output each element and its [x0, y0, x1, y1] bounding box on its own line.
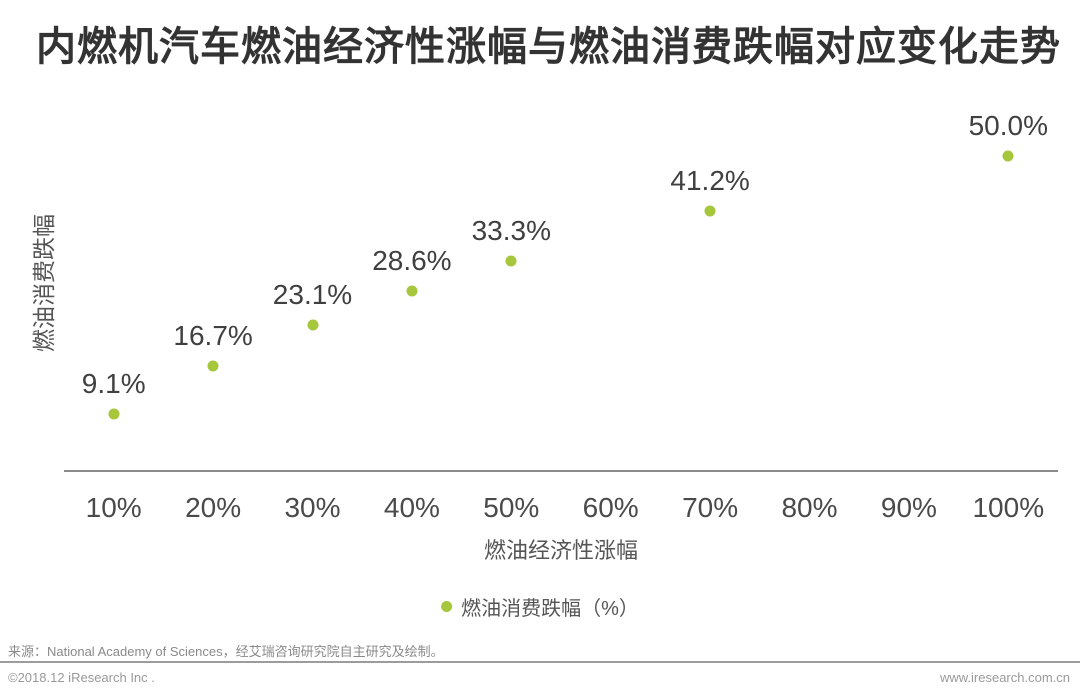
footer-website-link[interactable]: www.iresearch.com.cn	[939, 670, 1070, 685]
x-tick-label: 40%	[383, 492, 440, 523]
data-point-label: 9.1%	[81, 367, 146, 399]
data-point-dot	[207, 360, 219, 372]
data-point-dot	[505, 255, 517, 267]
data-point-dot	[1002, 150, 1014, 162]
data-point-label: 33.3%	[471, 215, 551, 247]
data-point-label: 41.2%	[670, 165, 750, 197]
x-tick-label: 80%	[781, 492, 838, 523]
chart-legend: 燃油消费跌幅（%）	[441, 592, 639, 621]
data-point-dot	[307, 319, 318, 331]
source-note: 来源：National Academy of Sciences，经艾瑞咨询研究院…	[8, 644, 444, 659]
data-point-label: 23.1%	[272, 279, 353, 311]
data-point-dot	[108, 408, 120, 420]
footer-copyright: ©2018.12 iResearch Inc .	[8, 670, 155, 685]
data-point-dot	[704, 205, 716, 217]
x-tick-label: 100%	[972, 492, 1045, 523]
x-tick-label: 60%	[582, 492, 639, 523]
data-point-label: 16.7%	[173, 319, 253, 351]
x-axis-title: 燃油经济性涨幅	[483, 538, 638, 563]
footer-divider	[0, 661, 1080, 663]
x-tick-label: 70%	[682, 492, 739, 523]
x-tick-label: 10%	[85, 492, 142, 523]
page-title: 内燃机汽车燃油经济性涨幅与燃油消费跌幅对应变化走势	[36, 25, 1061, 69]
x-tick-label: 20%	[185, 492, 242, 523]
x-axis-line	[64, 470, 1058, 472]
x-tick-label: 50%	[483, 492, 540, 523]
legend-label: 燃油消费跌幅（%）	[461, 598, 639, 620]
data-point-dot	[406, 285, 418, 297]
x-tick-label: 30%	[284, 492, 341, 523]
x-tick-label: 90%	[880, 492, 937, 523]
legend-marker-icon	[441, 601, 453, 612]
data-point-label: 28.6%	[372, 244, 452, 276]
data-point-label: 50.0%	[968, 109, 1048, 141]
